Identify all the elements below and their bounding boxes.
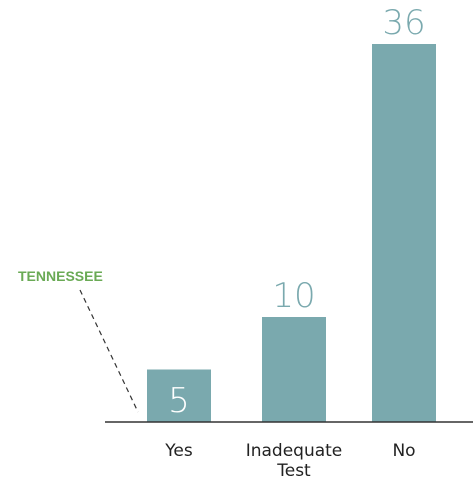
annotation-tennessee: TENNESSEE: [18, 268, 103, 284]
value-label-no: 36: [382, 3, 425, 43]
value-label-inadequate-test: 10: [272, 276, 315, 316]
annotation-leader-line: [79, 289, 139, 413]
value-labels-group: 5 10 36: [168, 3, 425, 421]
bar-no: [372, 44, 436, 422]
category-labels-group: Yes Inadequate Test No: [164, 441, 415, 481]
category-label-no: No: [392, 441, 415, 461]
value-label-yes: 5: [168, 381, 190, 421]
bars-group: [147, 44, 436, 422]
category-label-yes: Yes: [164, 441, 193, 461]
category-label-inadequate-test: Inadequate Test: [246, 441, 343, 481]
bar-yes: [147, 369, 211, 422]
bar-inadequate-test: [262, 317, 326, 422]
